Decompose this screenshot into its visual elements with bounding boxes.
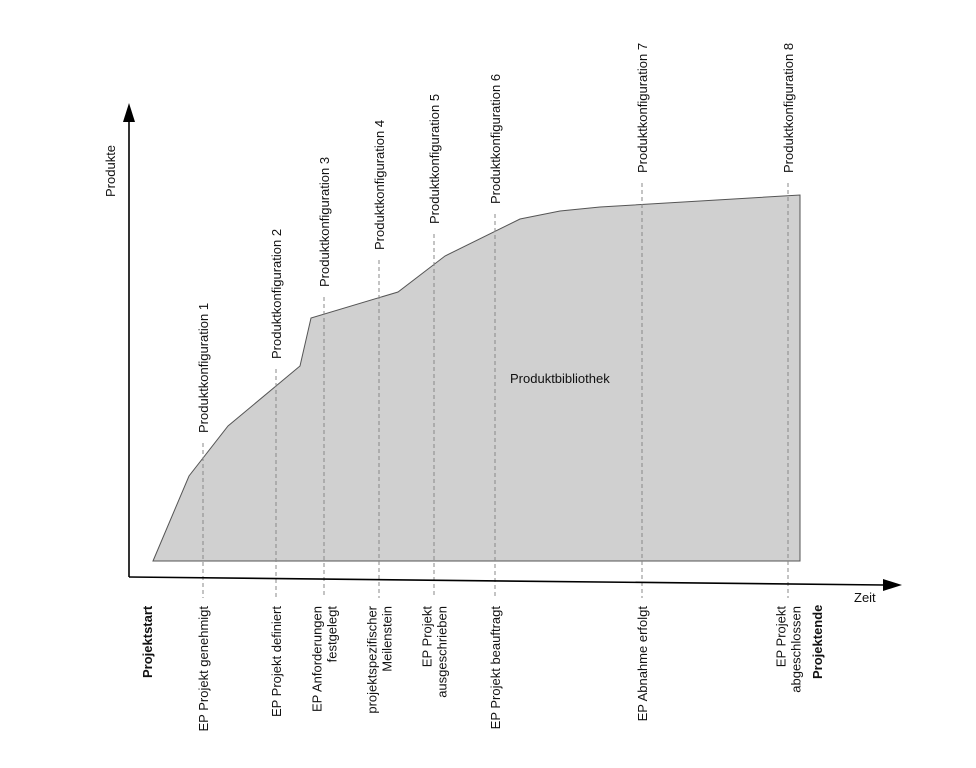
event-label-4-line-2: Meilenstein <box>380 606 395 672</box>
y-axis-arrowhead <box>123 103 135 122</box>
event-label-1: EP Projekt genehmigt <box>196 606 211 732</box>
config-label-6: Produktkonfiguration 6 <box>488 74 503 204</box>
config-label-8: Produktkonfiguration 8 <box>781 43 796 173</box>
event-label-5-line-2: ausgeschrieben <box>435 606 450 698</box>
event-label-4-line-1: projektspezifischer <box>365 605 380 713</box>
event-label-2: EP Projekt definiert <box>269 606 284 717</box>
config-labels: Produktkonfiguration 1 Produktkonfigurati… <box>196 43 796 433</box>
event-labels: EP Projekt genehmigt EP Projekt definiert… <box>196 605 804 731</box>
event-label-8-line-1: EP Projekt <box>774 606 789 668</box>
config-label-4: Produktkonfiguration 4 <box>372 120 387 250</box>
milestone-lines <box>202 183 789 598</box>
event-label-8-line-2: abgeschlossen <box>789 606 804 693</box>
product-library-label: Produktbibliothek <box>510 371 610 386</box>
event-label-5-line-1: EP Projekt <box>420 606 435 668</box>
y-axis-label: Produkte <box>103 145 118 197</box>
config-label-5: Produktkonfiguration 5 <box>427 94 442 224</box>
project-start-label: Projektstart <box>140 605 155 678</box>
x-axis <box>128 576 885 586</box>
config-label-2: Produktkonfiguration 2 <box>269 229 284 359</box>
event-label-3-line-1: EP Anforderungen <box>310 606 325 712</box>
x-axis-arrowhead <box>883 579 902 591</box>
event-label-3-line-2: festgelegt <box>325 606 340 663</box>
config-label-3: Produktkonfiguration 3 <box>317 157 332 287</box>
event-label-6: EP Projekt beauftragt <box>488 606 503 730</box>
x-axis-label: Zeit <box>854 590 876 605</box>
config-label-1: Produktkonfiguration 1 <box>196 303 211 433</box>
product-library-area <box>152 194 801 562</box>
project-end-label: Projektende <box>810 605 825 679</box>
event-label-7: EP Abnahme erfolgt <box>635 606 650 722</box>
config-label-7: Produktkonfiguration 7 <box>635 43 650 173</box>
